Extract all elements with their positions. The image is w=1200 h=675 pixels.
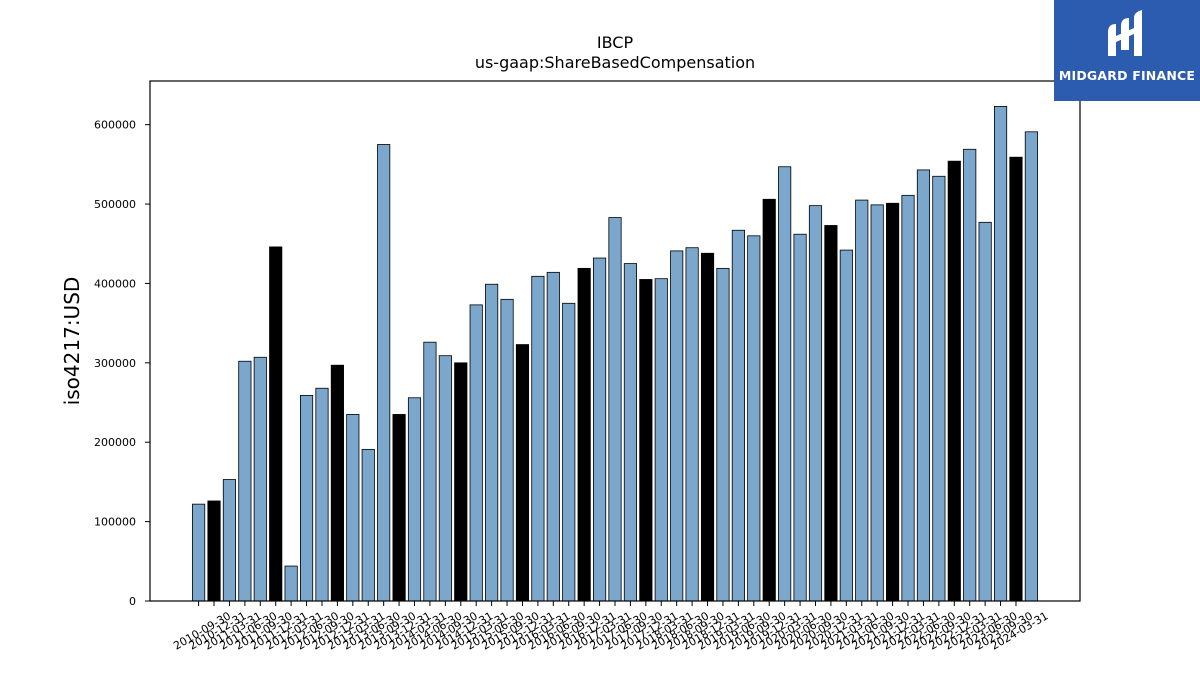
bar-24: [562, 302, 576, 602]
bar-14: [407, 397, 422, 602]
bar-13: [392, 414, 406, 602]
bar-7: [299, 394, 314, 602]
bar-42: [839, 249, 853, 602]
midgard-finance-logo: MIDGARD FINANCE: [1054, 0, 1200, 101]
midgard-logo-icon: [1108, 10, 1142, 56]
bar-20: [500, 298, 514, 602]
y-tick-label-2: 200000: [94, 436, 136, 449]
bar-17: [454, 362, 468, 602]
plot-frame: [149, 80, 1081, 602]
bar-37: [762, 198, 776, 602]
y-axis: 0 100000 200000 300000 400000 500000 600000: [94, 119, 150, 608]
bar-9: [330, 364, 344, 602]
bar-31: [670, 250, 684, 602]
bar-33: [700, 252, 715, 602]
bar-1: [207, 500, 221, 602]
bar-22: [531, 275, 545, 602]
bar-38: [778, 166, 792, 602]
bar-35: [731, 229, 745, 602]
bar-39: [793, 233, 807, 602]
bar-19: [485, 283, 499, 602]
bar-8: [315, 387, 329, 602]
bar-50: [963, 148, 977, 602]
bars-group: [192, 106, 1038, 602]
bar-51: [978, 221, 992, 602]
bar-16: [438, 355, 452, 602]
y-tick-label-3: 300000: [94, 357, 136, 370]
bar-29: [639, 279, 653, 602]
bar-27: [608, 217, 622, 602]
bar-47: [916, 169, 931, 602]
chart-title: IBCP: [597, 33, 634, 52]
bar-23: [546, 271, 560, 602]
bar-32: [685, 247, 699, 602]
bar-15: [423, 341, 437, 602]
bar-5: [269, 246, 283, 602]
logo-text: MIDGARD FINANCE: [1058, 68, 1196, 83]
bar-2: [222, 479, 237, 602]
bar-49: [947, 160, 961, 602]
bar-11: [361, 448, 375, 602]
bar-44: [870, 204, 884, 602]
bar-36: [747, 235, 761, 602]
bar-41: [824, 225, 838, 602]
bar-34: [716, 267, 730, 602]
y-tick-label-4: 400000: [94, 277, 136, 290]
bar-25: [577, 267, 591, 602]
bar-10: [346, 414, 360, 602]
bar-43: [855, 199, 869, 602]
bar-21: [515, 344, 530, 602]
y-axis-label: iso4217:USD: [60, 277, 84, 406]
bar-4: [253, 356, 267, 602]
bar-48: [932, 175, 946, 602]
bar-52: [993, 106, 1008, 602]
bar-0: [192, 503, 206, 602]
bar-53: [1009, 156, 1023, 602]
chart-subtitle: us-gaap:ShareBasedCompensation: [475, 53, 755, 72]
bar-28: [623, 263, 637, 602]
y-tick-label-0: 0: [129, 595, 136, 608]
y-tick-label-5: 500000: [94, 198, 136, 211]
bar-45: [886, 202, 900, 602]
x-axis: 2010-09-302010-12-312011-03-312011-06-30…: [171, 601, 1050, 653]
bar-30: [654, 278, 668, 602]
bar-46: [901, 194, 915, 602]
bar-12: [377, 144, 391, 602]
bar-40: [808, 205, 823, 602]
bar-6: [284, 565, 298, 602]
bar-18: [469, 304, 483, 602]
y-tick-label-6: 600000: [94, 119, 136, 132]
bar-26: [593, 257, 607, 602]
y-tick-label-1: 100000: [94, 516, 136, 529]
bar-3: [238, 360, 252, 602]
bar-54: [1024, 131, 1038, 602]
